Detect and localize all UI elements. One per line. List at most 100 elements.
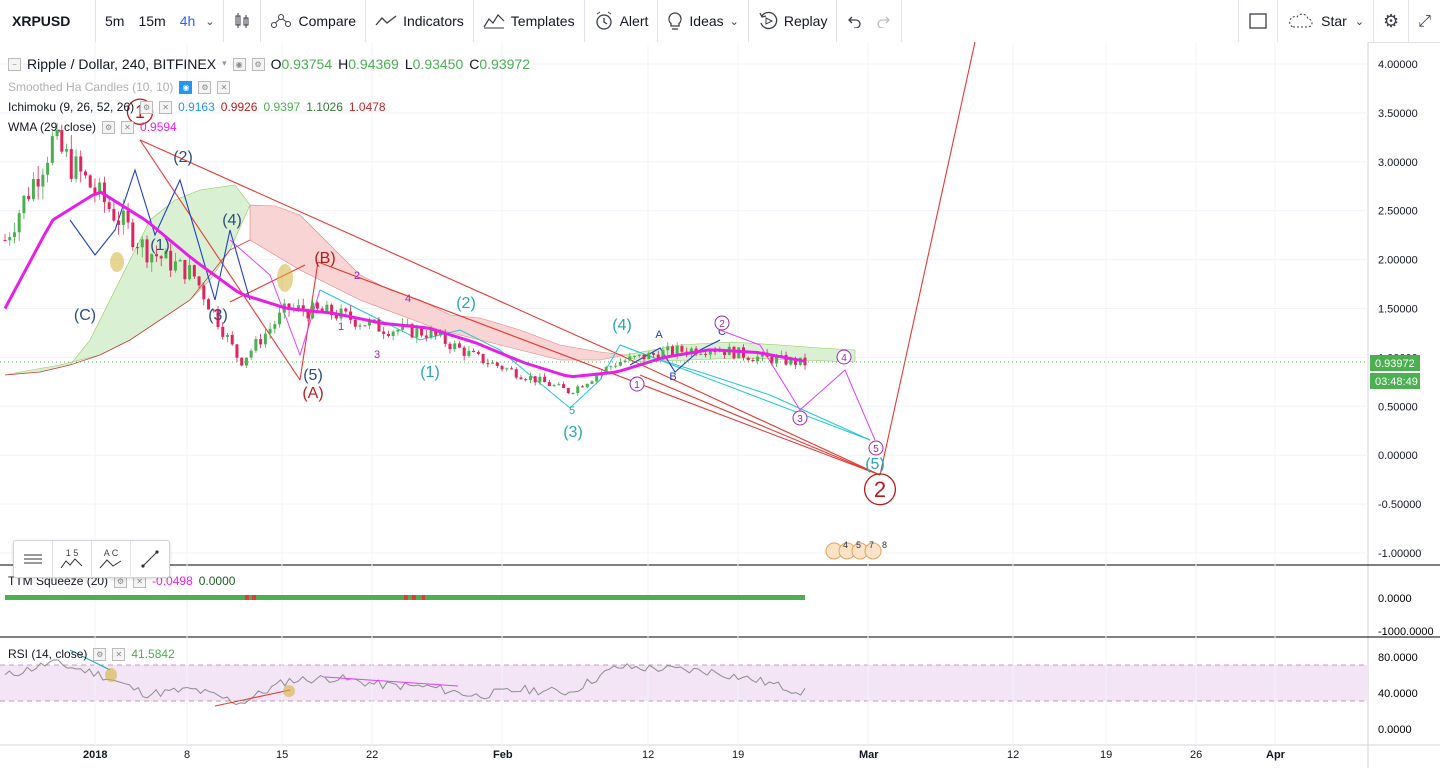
rsi-axis-tick: 40.0000 <box>1378 688 1418 700</box>
settings-small-icon[interactable]: ⚙ <box>198 80 212 94</box>
settings-small-icon[interactable]: ⚙ <box>140 100 154 114</box>
candle-body <box>296 305 300 309</box>
wave-labels: 12(1)(2)(3)(4)(5)(A)(B)(C)ABC12345(4)(2)… <box>74 98 897 506</box>
settings-small-icon[interactable]: ⚙ <box>102 120 116 134</box>
candle-body <box>334 314 338 319</box>
wave-label-circle <box>836 349 852 365</box>
candle-body <box>126 210 130 223</box>
candle-body <box>457 343 461 348</box>
ichimoku-value: 0.9163 <box>178 100 215 114</box>
chart-area[interactable]: 12(1)(2)(3)(4)(5)(A)(B)(C)ABC12345(4)(2)… <box>0 42 1440 768</box>
candle-body <box>439 332 443 336</box>
time-axis: 2018 8 15 22 Feb 12 19 Mar 12 19 26 Apr <box>83 749 1286 761</box>
wave-ac-icon[interactable]: A C <box>92 541 131 577</box>
candle-body <box>656 354 660 360</box>
interval-group: 5m 15m 4h ⌄ <box>96 0 225 42</box>
redo-icon[interactable] <box>876 14 892 28</box>
chevron-down-icon[interactable]: ⌄ <box>729 14 739 28</box>
expand-button[interactable]: ⤢ <box>1409 0 1440 42</box>
settings-button[interactable]: ⚙ <box>1374 0 1410 42</box>
collapse-legend-icon[interactable]: − <box>8 57 21 71</box>
compare-button[interactable]: Compare <box>261 0 367 42</box>
candle-body <box>55 130 59 137</box>
settings-small-icon[interactable]: ⚙ <box>93 647 107 661</box>
candle-body <box>363 325 367 327</box>
symbol-search[interactable]: XRPUSD <box>0 0 96 42</box>
candle-body <box>273 324 277 329</box>
close-icon[interactable]: ✕ <box>121 120 135 134</box>
indicators-icon <box>375 15 397 26</box>
chevron-down-icon[interactable]: ⌄ <box>1354 14 1365 28</box>
candle-body <box>500 365 504 370</box>
star-button[interactable]: Star ⌄ <box>1278 0 1375 42</box>
countdown-value: 03:48:49 <box>1375 376 1418 388</box>
fullscreen-box-button[interactable] <box>1238 0 1279 42</box>
candle-body <box>666 346 670 351</box>
chevron-down-icon[interactable]: ▾ <box>222 59 227 69</box>
candle-body <box>164 250 168 259</box>
wave-15-icon[interactable]: 1 5 <box>53 541 92 577</box>
candle-body <box>69 149 73 179</box>
candle-body <box>173 261 177 271</box>
price-axis-tick: 0.50000 <box>1378 401 1418 413</box>
candle-body <box>112 208 116 221</box>
chevron-down-icon[interactable]: ⌄ <box>205 14 215 28</box>
menu-icon[interactable] <box>14 541 53 577</box>
wave-label: (3) <box>563 424 583 441</box>
time-axis-tick: 22 <box>366 749 378 761</box>
visibility-icon[interactable]: ◉ <box>179 80 193 94</box>
candle-body <box>192 265 196 277</box>
candle-body <box>145 239 149 263</box>
chart-type-button[interactable] <box>224 0 262 42</box>
candle-body <box>652 352 656 355</box>
main-legend: − Ripple / Dollar, 240, BITFINEX ▾ ◉ ⚙ O0… <box>8 56 530 72</box>
candle-body <box>585 383 589 388</box>
symbol-title: Ripple / Dollar, 240, BITFINEX <box>27 56 217 72</box>
settings-icon: ⚙ <box>1383 10 1400 32</box>
close-icon[interactable]: ✕ <box>217 80 231 94</box>
replay-button[interactable]: Replay <box>749 0 838 42</box>
candle-body <box>41 174 45 187</box>
candle-body <box>31 179 35 200</box>
ttm-squeeze-dot <box>252 595 256 600</box>
svg-text:5: 5 <box>856 540 861 550</box>
eye-icon[interactable]: ◉ <box>232 57 246 71</box>
indicators-button[interactable]: Indicators <box>366 0 474 42</box>
ttm-axis-tick: 0.0000 <box>1378 593 1412 605</box>
interval-15m[interactable]: 15m <box>138 13 166 29</box>
fullscreen-box-icon <box>1249 13 1267 29</box>
chart-canvas[interactable]: 12(1)(2)(3)(4)(5)(A)(B)(C)ABC12345(4)(2)… <box>0 42 1440 768</box>
interval-4h[interactable]: 4h <box>179 13 196 29</box>
settings-small-icon[interactable]: ⚙ <box>251 57 265 71</box>
candle-body <box>704 353 708 355</box>
compare-icon <box>271 14 292 28</box>
close-icon[interactable]: ✕ <box>112 647 126 661</box>
close-icon[interactable]: ✕ <box>159 100 173 114</box>
candle-body <box>443 332 447 344</box>
undo-icon[interactable] <box>846 14 862 28</box>
wave-label: (2) <box>456 295 476 312</box>
replay-icon <box>759 11 778 30</box>
candle-body <box>505 368 509 370</box>
candle-body <box>420 328 424 336</box>
ideas-button[interactable]: Ideas ⌄ <box>658 0 749 42</box>
candle-body <box>789 358 793 365</box>
ichimoku-legend: Ichimoku (9, 26, 52, 26) ⚙ ✕ 0.9163 0.99… <box>8 100 386 114</box>
candle-body <box>27 195 31 200</box>
price-axis-tick: 1.50000 <box>1378 304 1418 316</box>
highlight-marker <box>277 264 293 292</box>
candle-body <box>320 308 324 312</box>
trendline-icon[interactable] <box>131 541 169 577</box>
candle-body <box>259 339 263 345</box>
wave-label-circle <box>792 410 808 426</box>
candle-body <box>278 312 282 325</box>
candle-body <box>382 331 386 334</box>
candle-body <box>723 350 727 356</box>
candle-body <box>784 354 788 365</box>
high-value: 0.94369 <box>348 56 399 72</box>
templates-button[interactable]: Templates <box>474 0 585 42</box>
interval-5m[interactable]: 5m <box>105 13 125 29</box>
alert-button[interactable]: Alert <box>585 0 659 42</box>
price-axis-tick: -1.00000 <box>1378 548 1421 560</box>
